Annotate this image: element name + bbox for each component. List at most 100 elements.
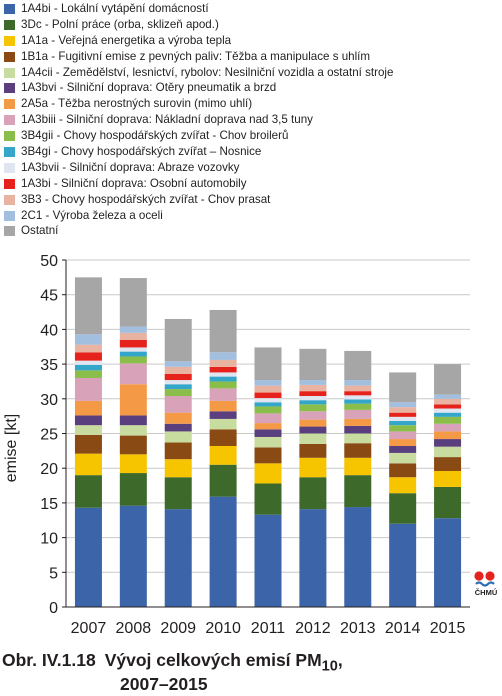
- y-axis-label: emise [kt]: [3, 414, 20, 482]
- bar-segment: [299, 419, 327, 427]
- bar-segment: [389, 407, 417, 413]
- bar-segment: [389, 372, 417, 403]
- bar-segment: [254, 385, 282, 393]
- bar-segment: [434, 408, 462, 413]
- legend-label: 1A1a - Veřejná energetika a výroba tepla: [21, 33, 232, 47]
- bar-segment: [74, 400, 102, 416]
- bar-segment: [344, 395, 372, 400]
- bar-segment: [164, 373, 192, 381]
- bar-segment: [434, 446, 462, 458]
- bar-stack: [74, 277, 102, 607]
- legend-label: 3B4gi - Chovy hospodářských zvířat – Nos…: [21, 145, 262, 159]
- bar-segment: [344, 399, 372, 404]
- bar-segment: [164, 477, 192, 510]
- bar-segment: [434, 439, 462, 447]
- x-tick-label: 2010: [205, 620, 241, 637]
- legend-label: 1A4bi - Lokální vytápění domácností: [21, 2, 209, 15]
- legend-label: 2C1 - Výroba železa a oceli: [21, 208, 163, 222]
- bar-segment: [299, 411, 327, 420]
- bar-stack: [119, 278, 147, 607]
- bar-segment: [164, 389, 192, 397]
- bar-segment: [254, 347, 282, 381]
- bar-segment: [344, 425, 372, 434]
- x-axis: 2007 2008 2009 2010 2011 2012 2013 2014 2015: [66, 606, 470, 637]
- legend-swatch: [4, 35, 15, 46]
- bar-segment: [344, 475, 372, 508]
- bar-segment: [74, 377, 102, 401]
- bar-segment: [299, 477, 327, 510]
- legend-label: 1A3bi - Silniční doprava: Osobní automob…: [21, 176, 247, 190]
- legend-item: 1A4bi - Lokální vytápění domácností: [4, 1, 498, 17]
- legend-swatch: [4, 194, 15, 205]
- legend-item: 2A5a - Těžba nerostných surovin (mimo uh…: [4, 96, 498, 112]
- bar-segment: [209, 376, 237, 382]
- bar-segment: [119, 356, 147, 364]
- figure-caption: Obr. IV.1.18 Vývoj celkových emisí PM10, …: [2, 650, 343, 694]
- figure-title-subscript: 10: [321, 658, 338, 675]
- bar-segment: [119, 454, 147, 474]
- bar-segment: [434, 431, 462, 440]
- bar-segment: [254, 463, 282, 484]
- bar-segment: [74, 507, 102, 607]
- bar-segment: [299, 348, 327, 381]
- logo-text: ČHMÚ: [475, 588, 498, 597]
- legend-label: 1A3biii - Silniční doprava: Nákladní dop…: [21, 113, 313, 127]
- legend-swatch: [4, 67, 15, 78]
- legend-item: 1A3bi - Silniční doprava: Osobní automob…: [4, 176, 498, 192]
- bar-segment: [254, 483, 282, 515]
- bar-segment: [389, 402, 417, 408]
- bar-segment: [389, 493, 417, 524]
- bar-stack: [344, 350, 372, 607]
- figure-title: Vývoj celkových emisí PM: [104, 650, 322, 670]
- bar-segment: [254, 402, 282, 407]
- y-tick-label: 20: [40, 461, 58, 478]
- bar-segment: [434, 457, 462, 471]
- stacked-bar-chart: 0 5 10 15 20 25 30 35 40 45 50 2007 2008 2009 2010 201…: [3, 253, 470, 637]
- bar-segment: [344, 409, 372, 419]
- bar-segment: [209, 418, 237, 430]
- bar-segment: [209, 366, 237, 373]
- bar-segment: [119, 473, 147, 506]
- x-tick-label: 2014: [385, 620, 421, 637]
- logo-wave: [475, 581, 495, 587]
- logo-dot-left: [474, 571, 484, 581]
- legend-label: 1A3bvii - Silniční doprava: Abraze vozov…: [21, 160, 240, 174]
- bar-segment: [119, 415, 147, 426]
- bar-segment: [389, 425, 417, 432]
- bar-segment: [254, 413, 282, 424]
- y-tick-label: 30: [40, 392, 58, 409]
- legend-item: 3B4gii - Chovy hospodářských zvířat - Ch…: [4, 128, 498, 144]
- bar-segment: [344, 507, 372, 607]
- bar-segment: [389, 477, 417, 494]
- chmu-logo: ČHMÚ: [474, 569, 498, 597]
- y-tick-label: 5: [49, 565, 58, 582]
- bar-segment: [299, 509, 327, 607]
- bar-segment: [119, 278, 147, 327]
- bar-segment: [344, 433, 372, 444]
- bar-segment: [74, 334, 102, 345]
- bar-segment: [164, 412, 192, 424]
- bar-segment: [344, 350, 372, 381]
- legend-item: 1A3bvi - Silniční doprava: Otěry pneumat…: [4, 80, 498, 96]
- bar-segment: [344, 380, 372, 386]
- bar-segment: [164, 423, 192, 432]
- bar-segment: [434, 416, 462, 424]
- bar-segment: [299, 457, 327, 478]
- bar-stack: [389, 372, 417, 607]
- bar-segment: [209, 372, 237, 377]
- legend-swatch: [4, 99, 15, 110]
- bar-segment: [119, 435, 147, 455]
- bar-segment: [74, 415, 102, 426]
- bar-segment: [434, 394, 462, 399]
- bar-segment: [164, 509, 192, 607]
- bar-stack: [254, 347, 282, 607]
- bar-segment: [389, 523, 417, 607]
- bar-segment: [74, 360, 102, 365]
- bar-segment: [299, 433, 327, 444]
- figure-years: 2007–2015: [120, 673, 208, 694]
- bar-segment: [164, 366, 192, 374]
- bar-segment: [389, 445, 417, 453]
- x-tick-label: 2009: [160, 620, 196, 637]
- bar-segment: [74, 453, 102, 476]
- bar-segment: [344, 403, 372, 410]
